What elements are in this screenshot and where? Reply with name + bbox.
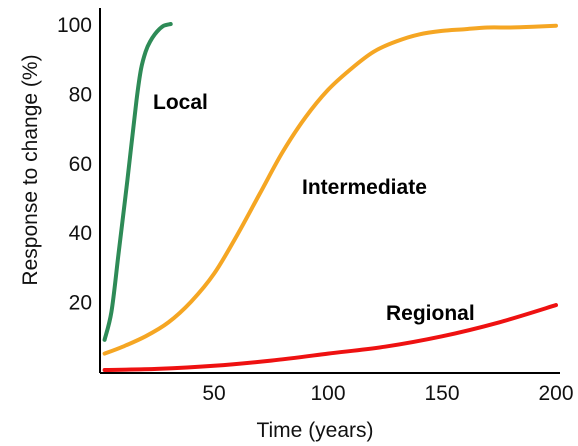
y-tick-label-100: 100 [57, 14, 92, 37]
x-axis-title: Time (years) [256, 419, 373, 442]
y-tick-label-20: 20 [69, 292, 92, 315]
series-line-intermediate [102, 23, 558, 356]
x-tick-label-150: 150 [424, 382, 459, 405]
x-tick-labels: 50 100 150 200 [202, 382, 573, 405]
x-tick-label-50: 50 [202, 382, 225, 405]
y-tick-label-40: 40 [69, 222, 92, 245]
y-tick-labels: 20 40 60 80 100 [57, 14, 92, 315]
series-label-local: Local [153, 91, 208, 114]
y-axis-title: Response to change (%) [19, 54, 42, 285]
series-label-intermediate: Intermediate [302, 176, 427, 199]
series-line-local [102, 22, 173, 342]
series-line-regional [102, 303, 558, 372]
series-labels: Local Intermediate Regional [153, 91, 475, 325]
series-lines [102, 22, 558, 372]
chart-axes [99, 8, 560, 374]
series-label-regional: Regional [386, 302, 475, 325]
x-tick-label-100: 100 [310, 382, 345, 405]
y-tick-label-60: 60 [69, 153, 92, 176]
y-tick-label-80: 80 [69, 83, 92, 106]
x-tick-label-200: 200 [538, 382, 573, 405]
